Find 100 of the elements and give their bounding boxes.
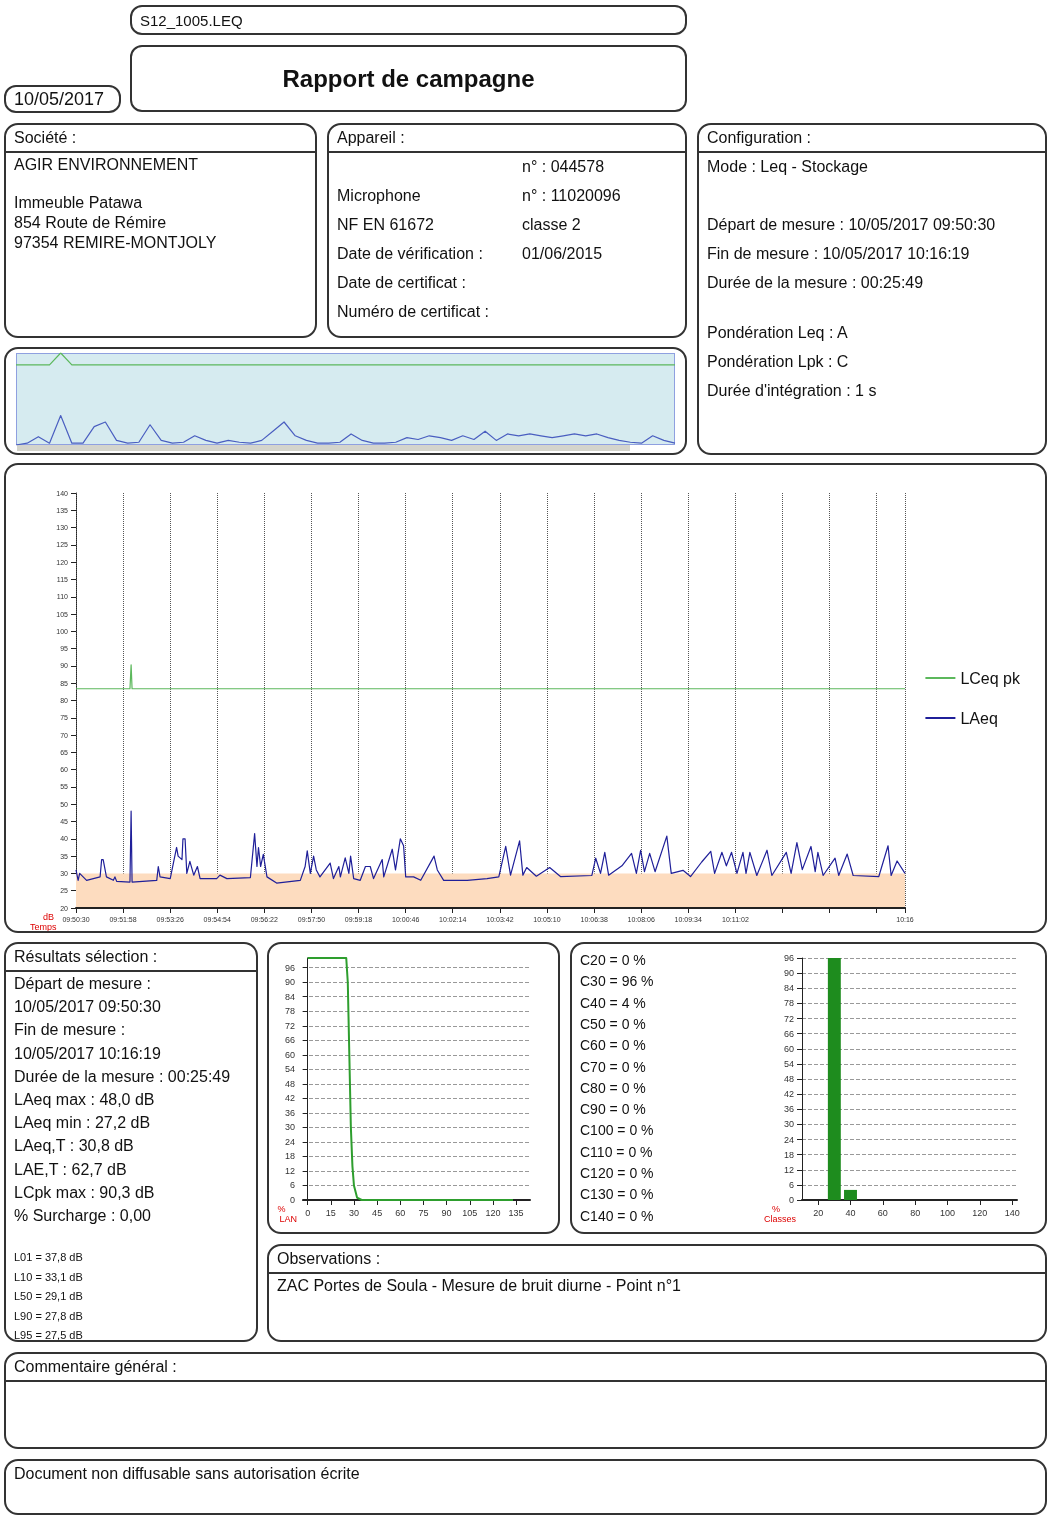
text: n° : 044578: [522, 157, 605, 177]
text: Immeuble Patawa: [14, 193, 143, 213]
y-tick-label: 30: [783, 1119, 794, 1130]
y-tick-label: 84: [783, 983, 794, 994]
y-tick-label: 24: [284, 1136, 295, 1147]
text: Pondération Leq : A: [707, 323, 848, 343]
text: 97354 REMIRE-MONTJOLY: [14, 233, 217, 253]
x-tick-label: 20: [813, 1207, 824, 1218]
text: L01 = 37,8 dB: [14, 1250, 83, 1266]
text: L95 = 27,5 dB: [14, 1328, 83, 1342]
y-tick-label: 42: [783, 1089, 794, 1100]
text: Fin de mesure : 10/05/2017 10:16:19: [707, 244, 970, 264]
y-tick-label: 6: [289, 1180, 295, 1191]
y-tick-label: 84: [284, 991, 295, 1002]
y-tick-label: 18: [284, 1151, 295, 1162]
text: AGIR ENVIRONNEMENT: [14, 155, 199, 175]
x-tick-label: 45: [372, 1207, 383, 1218]
x-tick-label: 120: [485, 1207, 501, 1218]
text: C120 = 0 %: [580, 1164, 654, 1183]
y-tick-label: 54: [284, 1064, 295, 1075]
text: Microphone: [337, 186, 421, 206]
y-tick-label: 54: [783, 1058, 794, 1069]
y-tick-label: 18: [783, 1149, 794, 1160]
text: Durée de la mesure : 00:25:49: [14, 1066, 231, 1087]
text: 854 Route de Rémire: [14, 213, 167, 233]
x-tick-label: 0: [305, 1207, 311, 1218]
text: Mode : Leq - Stockage: [707, 157, 868, 177]
text: C20 = 0 %: [580, 951, 646, 970]
text: C100 = 0 %: [580, 1121, 654, 1141]
y-tick-label: 78: [284, 1006, 295, 1017]
text: Résultats sélection :: [6, 944, 256, 972]
legend-label: LAeq: [960, 709, 998, 727]
text: % Surcharge : 0,00: [14, 1206, 151, 1226]
y-tick-label: 90: [783, 968, 794, 979]
text: C80 = 0 %: [580, 1078, 646, 1098]
y-tick-label: 36: [783, 1104, 794, 1115]
text: Date de certificat :: [337, 273, 466, 293]
text: C40 = 4 %: [580, 993, 646, 1013]
x-tick-label: 105: [462, 1207, 478, 1218]
text: LAeq max : 48,0 dB: [14, 1090, 155, 1110]
text: Numéro de certificat :: [337, 302, 490, 322]
text: classe 2: [522, 215, 581, 235]
text: Configuration :: [699, 125, 1045, 153]
y-tick-label: 66: [284, 1035, 295, 1046]
x-tick-label: 30: [348, 1207, 359, 1218]
text: C140 = 0 %: [580, 1206, 654, 1226]
x-tick-label: 140: [1004, 1207, 1020, 1218]
legend-label: LCeq pk: [960, 669, 1021, 687]
y-tick-label: 24: [783, 1134, 794, 1145]
text: LAeq min : 27,2 dB: [14, 1113, 151, 1134]
text: Date de vérification :: [337, 244, 483, 264]
y-tick-label: 72: [783, 1013, 794, 1024]
text: L10 = 33,1 dB: [14, 1269, 83, 1285]
text: Commentaire général :: [6, 1354, 1045, 1382]
y-tick-label: 90: [284, 977, 295, 988]
y-tick-label: 0: [788, 1195, 794, 1205]
y-tick-label: 36: [284, 1107, 295, 1118]
y-tick-label: 30: [284, 1122, 295, 1133]
x-tick-label: 135: [508, 1207, 524, 1218]
x-tick-label: 120: [972, 1207, 988, 1218]
text: 10/05/2017 09:50:30: [14, 997, 161, 1018]
y-tick-label: 96: [284, 962, 295, 973]
text: Pondération Lpk : C: [707, 352, 849, 372]
x-tick-label: 100: [939, 1207, 955, 1218]
text: S12_1005.LEQ: [130, 5, 687, 35]
text: Document non diffusable sans autorisation écrite: [13, 1464, 361, 1484]
text: Départ de mesure :: [14, 974, 151, 994]
text: Fin de mesure :: [14, 1020, 126, 1041]
x-tick-label: 40: [845, 1207, 856, 1218]
x-axis-title: LAN: [279, 1213, 297, 1224]
y-tick-label: 48: [284, 1078, 295, 1089]
x-tick-label: 80: [910, 1207, 921, 1218]
x-tick-label: 90: [441, 1207, 452, 1218]
text: LAE,T : 62,7 dB: [14, 1159, 127, 1180]
text: L50 = 29,1 dB: [14, 1289, 83, 1305]
text: LCpk max : 90,3 dB: [14, 1182, 155, 1203]
y-tick-label: 60: [783, 1043, 794, 1054]
text: ZAC Portes de Soula - Mesure de bruit diurne - Point n°1: [277, 1276, 681, 1296]
y-tick-label: 0: [289, 1195, 295, 1205]
y-tick-label: 42: [284, 1093, 295, 1104]
text: Appareil :: [329, 125, 685, 153]
text: 01/06/2015: [522, 244, 603, 264]
y-tick-label: 60: [284, 1049, 295, 1060]
x-tick-label: 15: [325, 1207, 336, 1218]
text: C50 = 0 %: [580, 1014, 646, 1034]
y-tick-label: 78: [783, 998, 794, 1009]
line-series: [75, 810, 906, 884]
text: C30 = 96 %: [580, 972, 654, 992]
x-tick-label: 75: [418, 1207, 429, 1218]
text: C70 = 0 %: [580, 1057, 646, 1077]
text: 10/05/2017: [4, 85, 121, 113]
text: Durée d'intégration : 1 s: [707, 381, 877, 401]
text: Rapport de campagne: [130, 45, 687, 112]
y-tick-label: 12: [284, 1165, 295, 1176]
text: LAeq,T : 30,8 dB: [14, 1136, 134, 1157]
y-tick-label: 72: [284, 1020, 295, 1031]
text: C60 = 0 %: [580, 1036, 646, 1056]
text: Durée de la mesure : 00:25:49: [707, 273, 924, 293]
y-axis-title: dB: [42, 911, 54, 922]
text: 10/05/2017 10:16:19: [14, 1043, 161, 1064]
